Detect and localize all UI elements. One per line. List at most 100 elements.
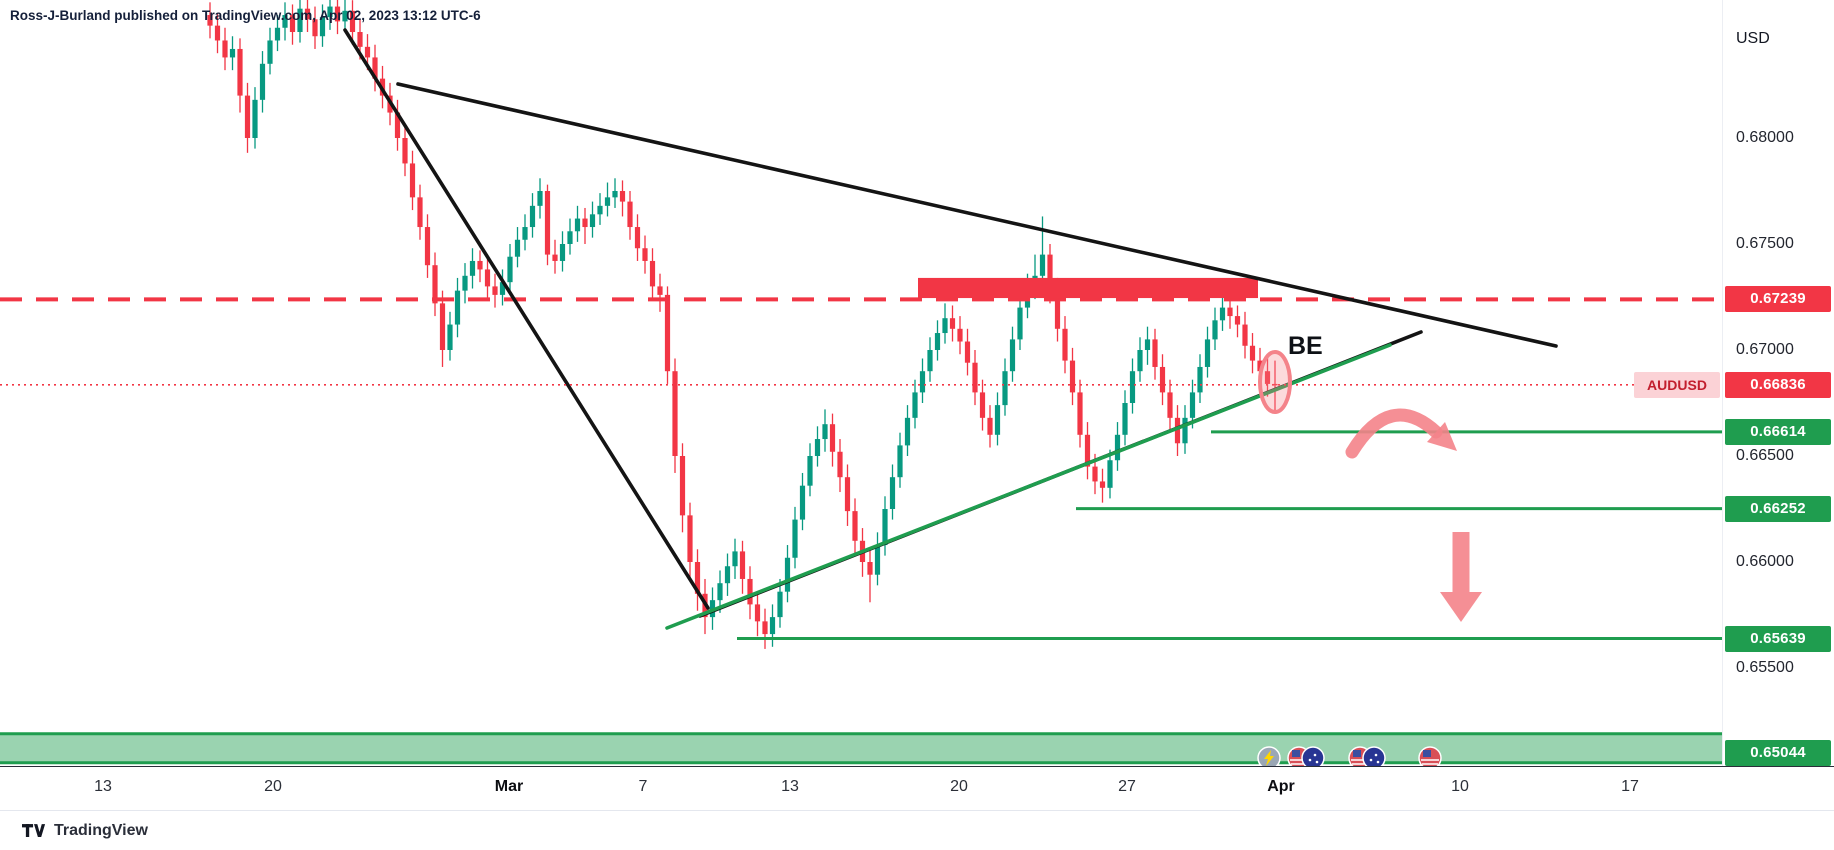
demand-zone-band[interactable] [0,733,1722,763]
time-axis-label-10: 10 [1451,778,1469,795]
candle-body [372,57,378,79]
candle-body [634,227,641,249]
candle-body [567,231,573,244]
candle-body [484,269,491,287]
candle-body [777,591,783,618]
candle-body [507,256,513,283]
candle-body [1047,254,1053,291]
candle-body [1189,392,1196,418]
flag-us-icon[interactable] [1418,746,1442,766]
supply-zone-box[interactable] [918,277,1258,299]
candle-body [1084,434,1091,467]
candle-body [529,205,536,228]
candle-body [327,6,333,18]
plot-svg[interactable] [0,0,1722,766]
candle-body [912,392,918,418]
candle-body [282,15,288,28]
time-axis-label-13: 13 [781,778,799,795]
candle-body [732,551,738,567]
candle-body [1257,360,1263,372]
candle-body [1227,307,1233,317]
price-badge-0.65044[interactable]: 0.65044 [1725,740,1831,766]
candle-body [1092,466,1098,482]
candle-body [499,282,506,295]
candle-body [214,25,221,41]
time-axis-label-17: 17 [1621,778,1639,795]
candle-body [289,15,296,32]
candle-body [799,485,806,520]
candle-body [1272,383,1278,386]
candle-body [237,48,243,96]
time-axis-label-27: 27 [1118,778,1136,795]
footer: TradingView [0,810,1834,850]
tradingview-logo-icon [22,823,46,837]
candle-body [597,205,603,215]
candle-body [807,456,813,486]
candle-body [207,15,213,26]
candle-body [1152,339,1158,367]
time-axis-label-Apr: Apr [1267,778,1295,795]
steep-downtrend-trendline[interactable] [343,28,710,610]
curved-arrow-head-icon [1427,422,1457,451]
price-badge-0.65639[interactable]: 0.65639 [1725,625,1831,652]
candle-body [1174,417,1181,444]
candle-body [814,439,821,456]
economic-event-lightning-icon[interactable] [1257,746,1281,766]
candle-body [627,201,633,228]
candle-body [544,191,551,255]
candle-body [784,557,791,592]
candle-body [514,239,521,257]
candle-body [1159,366,1166,393]
candle-body [454,290,461,325]
candle-body [469,260,476,276]
candle-body [1219,307,1226,321]
candle-body [1114,434,1121,461]
candle-body [642,248,648,261]
candle-body [979,392,986,418]
curved-arrow[interactable] [1345,408,1443,459]
candle-body [402,138,408,164]
candle-body [1137,350,1143,372]
down-arrow-head-icon [1440,592,1482,622]
candle-body [522,227,528,240]
price-badge-0.66836[interactable]: 0.66836 [1725,371,1831,398]
price-tick-label: 0.67000 [1736,341,1794,358]
candle-body [769,617,776,635]
candle-body [717,583,723,601]
candle-body [694,562,701,594]
triangle-upper-trendline[interactable] [396,82,1558,348]
support-green-trendline[interactable] [665,343,1392,630]
time-axis-label-20: 20 [264,778,282,795]
candle-body [1017,307,1023,340]
candle-body [1129,371,1136,403]
price-badge-0.67239[interactable]: 0.67239 [1725,286,1831,313]
price-axis[interactable]: USD 0.68000 0.67500 0.67000 0.66500 0.66000 0… [1722,0,1834,766]
candle-body [1062,328,1068,361]
candle-body [672,371,678,456]
candle-body [889,477,896,509]
candle-body [312,19,318,37]
candle-body [972,362,978,393]
breakeven-label: BE [1288,332,1323,360]
flag-au-icon[interactable] [1301,746,1325,766]
candle-body [844,477,851,512]
candle-body [739,551,746,579]
highlight-ellipse[interactable] [1258,350,1292,414]
candle-body [754,604,761,622]
candle-body [334,6,341,22]
flag-au-icon[interactable] [1362,746,1386,766]
candle-body [604,197,611,206]
candle-body [1002,371,1008,406]
price-tick-label: 0.66500 [1736,447,1794,464]
down-arrow[interactable] [1452,532,1470,592]
candle-body [462,275,468,291]
candle-body [837,451,843,478]
candle-body [792,519,798,558]
price-badge-0.66252[interactable]: 0.66252 [1725,495,1831,522]
candle-body [244,95,251,138]
time-axis[interactable]: 13 20 Mar 7 13 20 27 Apr 10 17 [0,766,1834,811]
candle-body [364,46,371,58]
price-badge-0.66614[interactable]: 0.66614 [1725,418,1831,445]
candle-body [492,286,498,295]
